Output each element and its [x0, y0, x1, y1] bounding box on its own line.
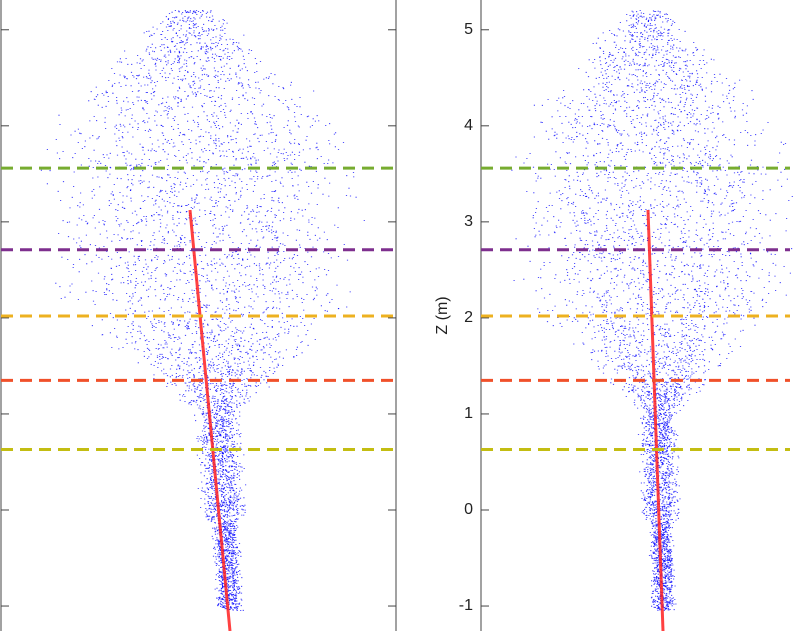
point-clouds: [40, 10, 793, 631]
y-tick-label: 2: [464, 309, 473, 326]
trunk: [188, 209, 232, 631]
y-tick-label: 1: [464, 405, 473, 422]
trunk: [646, 209, 665, 631]
y-tick-label: 4: [464, 117, 473, 134]
points: [40, 10, 365, 611]
y-tick-label: -1: [459, 597, 473, 614]
y-tick-label: 0: [464, 501, 473, 518]
y-tick-label: 3: [464, 213, 473, 230]
y-tick-label: 5: [464, 21, 473, 38]
y-axis-label: Z (m): [434, 296, 451, 334]
